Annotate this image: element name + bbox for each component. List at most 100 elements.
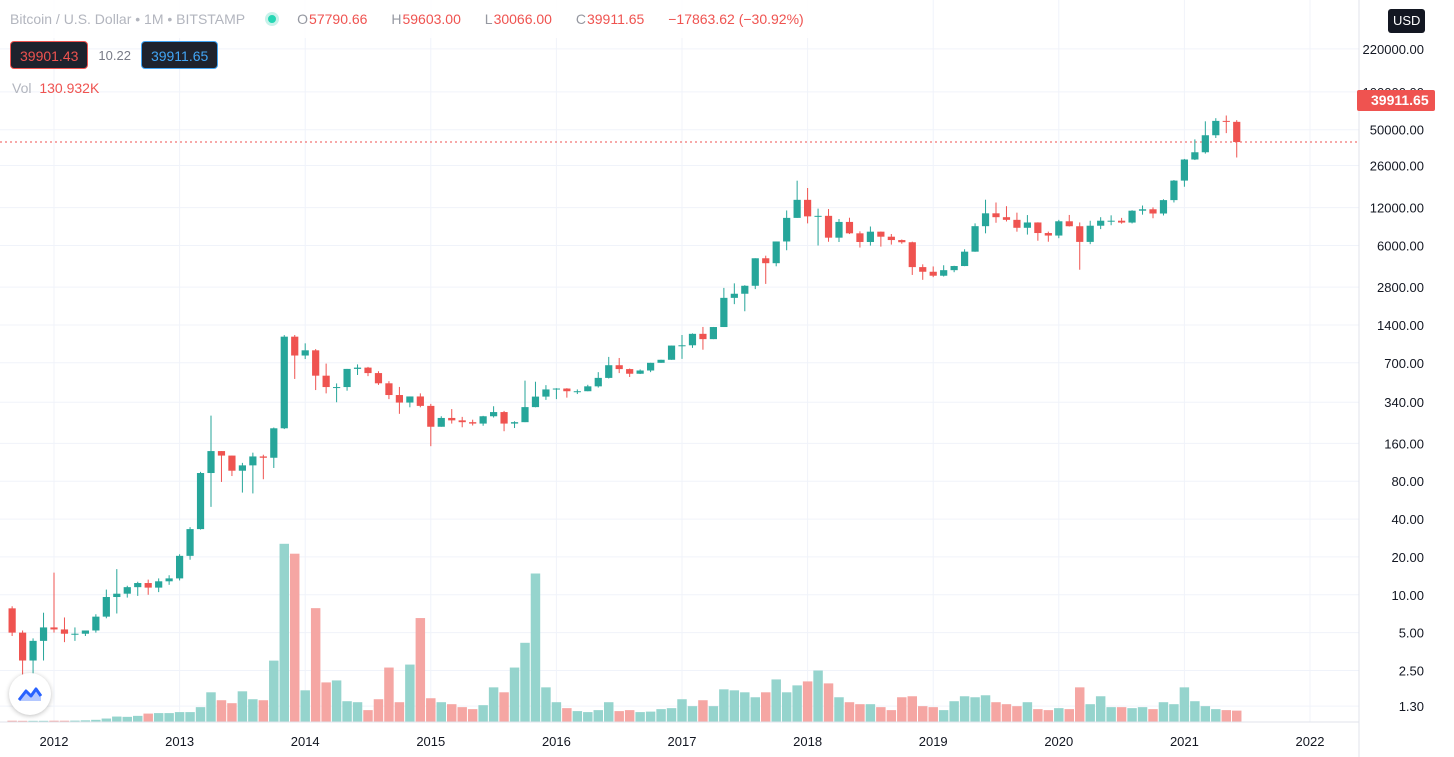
candle-body[interactable] — [824, 215, 833, 238]
candle-body[interactable] — [961, 251, 969, 267]
candle-body[interactable] — [416, 396, 424, 406]
candle-body[interactable] — [144, 583, 152, 588]
candle-body[interactable] — [971, 226, 979, 252]
candle-body[interactable] — [1128, 210, 1136, 223]
candle-body[interactable] — [1201, 135, 1209, 153]
candle-body[interactable] — [102, 597, 110, 617]
candle-body[interactable] — [793, 199, 801, 218]
candle-body[interactable] — [1191, 152, 1199, 160]
candle-body[interactable] — [898, 240, 906, 243]
candle-body[interactable] — [1044, 233, 1052, 236]
candle-body[interactable] — [291, 336, 299, 356]
candle-body[interactable] — [249, 456, 257, 466]
candle-body[interactable] — [1180, 159, 1188, 181]
candle-body[interactable] — [1138, 209, 1147, 211]
candle-body[interactable] — [176, 555, 184, 579]
candle-body[interactable] — [207, 451, 215, 474]
sell-price-button[interactable]: 39901.43 — [10, 41, 89, 69]
candle-body[interactable] — [1034, 222, 1042, 234]
candle-body[interactable] — [333, 387, 341, 389]
candle-body[interactable] — [1212, 120, 1220, 136]
candle-body[interactable] — [615, 365, 623, 370]
candle-body[interactable] — [490, 412, 498, 417]
candle-body[interactable] — [92, 616, 100, 631]
candle-body[interactable] — [395, 395, 403, 403]
candle-body[interactable] — [8, 608, 16, 633]
candle-body[interactable] — [772, 241, 780, 264]
candle-body[interactable] — [228, 455, 236, 471]
candle-body[interactable] — [259, 456, 267, 458]
candle-body[interactable] — [584, 386, 592, 392]
candle-body[interactable] — [804, 199, 812, 217]
candle-body[interactable] — [835, 221, 843, 238]
candle-body[interactable] — [699, 333, 707, 340]
candle-body[interactable] — [866, 231, 874, 242]
candle-body[interactable] — [165, 578, 173, 582]
candle-body[interactable] — [1055, 221, 1063, 236]
candle-body[interactable] — [657, 359, 665, 363]
candle-body[interactable] — [563, 388, 571, 392]
candle-body[interactable] — [280, 336, 288, 429]
candle-body[interactable] — [385, 383, 393, 396]
candle-body[interactable] — [531, 396, 540, 408]
candle-body[interactable] — [1222, 120, 1230, 122]
candle-body[interactable] — [123, 587, 131, 594]
candle-body[interactable] — [688, 333, 697, 346]
candle-body[interactable] — [71, 633, 79, 635]
candle-body[interactable] — [573, 391, 581, 393]
candle-body[interactable] — [542, 389, 550, 397]
symbol-title[interactable]: Bitcoin / U.S. Dollar • 1M • BITSTAMP — [10, 11, 246, 27]
candle-body[interactable] — [887, 236, 895, 241]
candle-body[interactable] — [1118, 220, 1126, 223]
candle-body[interactable] — [113, 593, 121, 598]
candle-body[interactable] — [626, 369, 634, 374]
candle-body[interactable] — [353, 367, 362, 369]
candle-body[interactable] — [196, 473, 205, 530]
candle-body[interactable] — [1159, 200, 1168, 214]
currency-badge[interactable]: USD — [1388, 9, 1426, 33]
candle-body[interactable] — [908, 242, 916, 268]
candle-body[interactable] — [814, 215, 822, 217]
candle-body[interactable] — [741, 285, 749, 294]
candle-body[interactable] — [343, 368, 351, 388]
candle-body[interactable] — [60, 629, 69, 634]
candle-body[interactable] — [1233, 121, 1241, 143]
candle-body[interactable] — [1013, 219, 1021, 228]
buy-price-button[interactable]: 39911.65 — [140, 41, 219, 69]
tradingview-logo-icon[interactable] — [9, 673, 51, 715]
candle-body[interactable] — [783, 217, 791, 242]
candle-body[interactable] — [605, 365, 613, 378]
candle-body[interactable] — [500, 412, 508, 424]
candle-body[interactable] — [1002, 217, 1011, 220]
candle-body[interactable] — [730, 293, 738, 298]
candle-body[interactable] — [469, 422, 477, 424]
candle-body[interactable] — [479, 416, 487, 424]
candle-body[interactable] — [950, 266, 958, 271]
candle-body[interactable] — [374, 373, 383, 384]
candle-body[interactable] — [940, 270, 948, 276]
candle-body[interactable] — [762, 258, 770, 264]
candle-body[interactable] — [134, 583, 142, 588]
candle-body[interactable] — [552, 388, 560, 390]
candle-body[interactable] — [647, 362, 655, 371]
candle-body[interactable] — [186, 529, 194, 556]
candle-body[interactable] — [19, 632, 27, 661]
candle-body[interactable] — [364, 367, 372, 374]
candle-body[interactable] — [1086, 225, 1094, 242]
candle-body[interactable] — [1107, 220, 1115, 222]
candle-body[interactable] — [929, 271, 937, 276]
candle-body[interactable] — [29, 640, 37, 661]
candle-body[interactable] — [594, 377, 602, 387]
candle-body[interactable] — [1076, 226, 1084, 242]
candle-body[interactable] — [856, 233, 864, 242]
candle-body[interactable] — [458, 420, 466, 423]
candle-body[interactable] — [270, 428, 278, 458]
candle-body[interactable] — [1149, 209, 1157, 214]
candle-body[interactable] — [709, 327, 717, 340]
candle-body[interactable] — [1097, 220, 1105, 226]
candle-body[interactable] — [448, 417, 456, 421]
candle-body[interactable] — [39, 627, 48, 641]
candle-body[interactable] — [751, 258, 759, 286]
candle-body[interactable] — [877, 231, 885, 237]
